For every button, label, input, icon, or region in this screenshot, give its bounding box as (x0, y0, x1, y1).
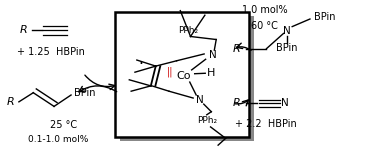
Text: 0.1-1.0 mol%: 0.1-1.0 mol% (28, 135, 89, 144)
Text: R: R (20, 25, 27, 35)
Text: ||: || (166, 67, 173, 78)
Text: Co: Co (177, 71, 191, 81)
Text: BPin: BPin (314, 12, 335, 22)
Text: 1.0 mol%: 1.0 mol% (242, 5, 287, 15)
Text: N: N (209, 50, 216, 60)
Text: ·: · (138, 57, 143, 72)
Text: 25 °C: 25 °C (50, 120, 77, 130)
Text: R: R (232, 44, 240, 54)
Text: PPh₂: PPh₂ (197, 116, 217, 125)
Text: + 2.2  HBPin: + 2.2 HBPin (235, 119, 297, 129)
Text: H: H (207, 68, 215, 78)
Text: PPh₂: PPh₂ (178, 26, 199, 35)
Text: R: R (232, 98, 240, 108)
Bar (115, 12, 249, 137)
Text: BPin: BPin (276, 43, 297, 53)
Text: 60 °C: 60 °C (251, 21, 278, 31)
Bar (120, 16, 254, 141)
Text: BPin: BPin (74, 88, 96, 98)
Text: N: N (283, 26, 290, 36)
Text: R: R (7, 97, 14, 107)
Text: + 1.25  HBPin: + 1.25 HBPin (17, 47, 85, 57)
Text: N: N (196, 95, 204, 105)
Text: N: N (281, 98, 288, 108)
